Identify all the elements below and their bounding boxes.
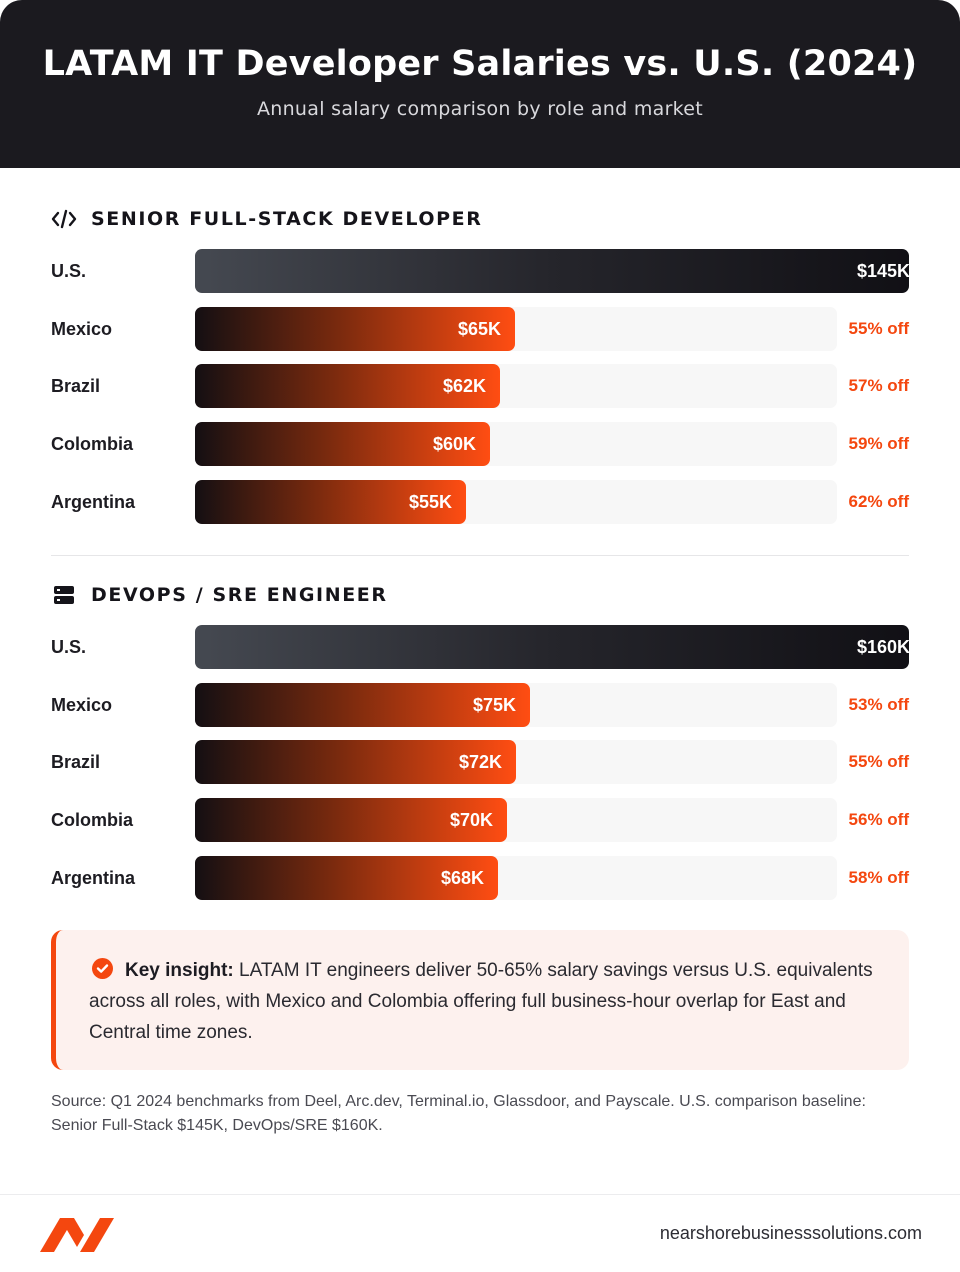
bar-row: Colombia $60K 59% off [51, 421, 909, 467]
category-label: Brazil [51, 752, 101, 772]
section-title: SENIOR FULL-STACK DEVELOPER [51, 205, 482, 233]
discount-label: 58% off [848, 868, 909, 887]
bar-value-label: $72K [458, 752, 502, 772]
bar-value-label: $62K [442, 376, 486, 396]
section-title-label: SENIOR FULL-STACK DEVELOPER [91, 208, 483, 230]
bar-track: $68K [195, 856, 837, 900]
check-circle-icon [92, 958, 113, 979]
category-label: Mexico [51, 319, 113, 339]
category-label: Mexico [51, 695, 113, 715]
page-subtitle: Annual salary comparison by role and mar… [256, 98, 704, 120]
section-title-label: DEVOPS / SRE ENGINEER [91, 584, 388, 606]
bar-value-label: $68K [440, 868, 484, 888]
bar-track: $75K [195, 683, 837, 727]
bar-value-label: $160K [856, 637, 910, 657]
devops-chart: DEVOPS / SRE ENGINEER U.S. $160K Mexico $75… [51, 581, 910, 901]
bar-row: U.S. $160K [51, 624, 910, 670]
bar-value-label: $60K [432, 434, 476, 454]
discount-label: 57% off [848, 376, 909, 395]
insight-body: LATAM IT engineers deliver 50-65% salary… [89, 960, 873, 1043]
discount-label: 59% off [848, 434, 909, 453]
discount-label: 56% off [848, 810, 909, 829]
category-label: U.S. [51, 637, 87, 657]
category-label: Argentina [51, 492, 136, 512]
bar-row: Mexico $65K 55% off [51, 306, 909, 352]
discount-label: 55% off [848, 752, 909, 771]
bar-track: $72K [195, 740, 837, 784]
bar-row: Brazil $72K 55% off [51, 739, 909, 785]
bar-value-label: $55K [408, 492, 452, 512]
bar-row: Argentina $55K 62% off [51, 479, 909, 525]
insight-lead: Key insight: [125, 960, 234, 981]
insight-text: Key insight: LATAM IT engineers deliver … [89, 955, 879, 1048]
bar-row: U.S. $145K [51, 248, 910, 294]
bar: $68K [195, 856, 498, 900]
bar: $62K [195, 364, 500, 408]
header-banner: LATAM IT Developer Salaries vs. U.S. (20… [0, 0, 960, 168]
server-icon [51, 584, 77, 606]
brand-logo-icon [38, 1215, 116, 1255]
bar-track: $62K [195, 364, 837, 408]
bar-track: $70K [195, 798, 837, 842]
page-title: LATAM IT Developer Salaries vs. U.S. (20… [42, 44, 918, 84]
bar: $145K [195, 249, 910, 293]
source-note: Source: Q1 2024 benchmarks from Deel, Ar… [51, 1093, 866, 1134]
bar-value-label: $70K [449, 810, 493, 830]
footer: nearshorebusinesssolutions.com [0, 1194, 960, 1272]
bar-row: Argentina $68K 58% off [51, 855, 909, 901]
category-label: Colombia [51, 810, 134, 830]
bar: $75K [195, 683, 530, 727]
discount-label: 62% off [848, 492, 909, 511]
bar-track: $55K [195, 480, 837, 524]
bar-value-label: $65K [457, 319, 501, 339]
bar: $160K [195, 625, 910, 669]
bar: $70K [195, 798, 507, 842]
category-label: Brazil [51, 376, 101, 396]
bar-track: $60K [195, 422, 837, 466]
discount-label: 53% off [848, 695, 909, 714]
bar: $55K [195, 480, 466, 524]
bar-value-label: $75K [472, 695, 516, 715]
bar-track: $65K [195, 307, 837, 351]
bar-row: Brazil $62K 57% off [51, 363, 909, 409]
bar: $72K [195, 740, 516, 784]
bar-row: Mexico $75K 53% off [51, 682, 909, 728]
bar-track: $145K [195, 249, 910, 293]
category-label: Colombia [51, 434, 134, 454]
bar-value-label: $145K [856, 261, 910, 281]
website-link[interactable]: nearshorebusinesssolutions.com [659, 1223, 922, 1243]
bar: $65K [195, 307, 515, 351]
discount-label: 55% off [848, 319, 909, 338]
bar-track: $160K [195, 625, 910, 669]
category-label: Argentina [51, 868, 136, 888]
bar: $60K [195, 422, 490, 466]
category-label: U.S. [51, 261, 87, 281]
key-insight-callout: Key insight: LATAM IT engineers deliver … [51, 930, 909, 1070]
bar-row: Colombia $70K 56% off [51, 797, 909, 843]
section-title: DEVOPS / SRE ENGINEER [51, 581, 388, 609]
code-icon [51, 208, 77, 230]
full-stack-chart: SENIOR FULL-STACK DEVELOPER U.S. $145K Mex… [51, 205, 910, 525]
section-divider [51, 555, 909, 556]
